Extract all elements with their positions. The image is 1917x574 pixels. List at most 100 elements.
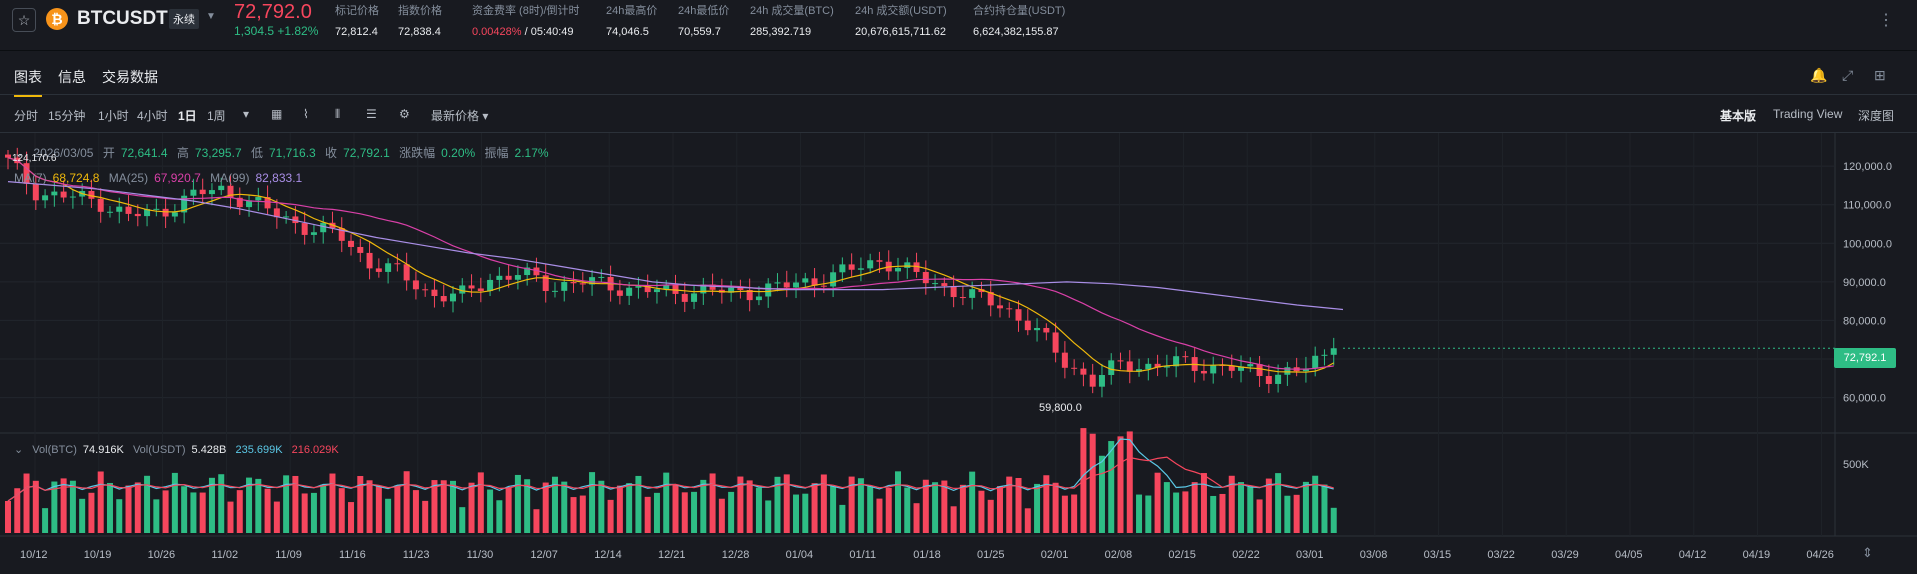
volume-bar xyxy=(1098,455,1105,533)
volume-bar xyxy=(190,492,197,533)
candle-body xyxy=(1034,327,1041,331)
candle-body xyxy=(551,290,558,292)
stat-24h-low: 24h最低价 70,559.7 xyxy=(678,5,730,38)
candle-body xyxy=(1052,332,1059,353)
volume-bar xyxy=(589,472,596,533)
volume-bar xyxy=(542,482,549,533)
calendar-icon[interactable]: ▦ xyxy=(271,107,283,121)
volume-bar xyxy=(1228,475,1235,533)
candle-body xyxy=(1265,376,1272,384)
candle-body xyxy=(681,293,688,302)
favorite-star-icon[interactable]: ☆ xyxy=(12,8,36,32)
ma99-line xyxy=(7,181,1344,311)
volume-bar xyxy=(357,476,364,533)
interval-1h[interactable]: 1小时 xyxy=(98,109,129,123)
volume-bar xyxy=(876,498,883,533)
x-tick-label: 11/02 xyxy=(211,549,238,561)
interval-15m[interactable]: 15分钟 xyxy=(48,109,86,123)
candle-body xyxy=(69,196,76,198)
candle-body xyxy=(959,297,966,299)
x-tick-label: 03/08 xyxy=(1360,549,1388,561)
low-marker-label: 59,800.0 xyxy=(1039,402,1082,414)
volume-bar xyxy=(348,502,355,533)
volume-bar xyxy=(1265,478,1272,533)
axis-settings-icon[interactable]: ⇕ xyxy=(1862,545,1873,560)
volume-bar xyxy=(468,482,475,533)
candle-body xyxy=(1071,367,1078,369)
candle-body xyxy=(1117,360,1124,362)
interval-dropdown-icon[interactable]: ▾ xyxy=(243,107,250,121)
candle-body xyxy=(51,191,58,196)
volume-bar xyxy=(246,477,253,533)
price-change: 1,304.5 +1.82% xyxy=(234,24,319,38)
interval-4h[interactable]: 4小时 xyxy=(137,109,168,123)
volume-bar xyxy=(1154,472,1161,533)
volume-bar xyxy=(431,480,438,533)
tab-trading-data[interactable]: 交易数据 xyxy=(102,69,158,85)
interval-1d[interactable]: 1日 xyxy=(178,109,197,123)
y-tick-label: 80,000.0 xyxy=(1843,315,1886,327)
candle-body xyxy=(922,271,929,284)
volume-bar xyxy=(1126,431,1133,533)
candle-body xyxy=(1080,368,1087,375)
candle-body xyxy=(301,223,308,235)
volume-bar xyxy=(1089,433,1096,533)
volume-bar xyxy=(134,482,141,533)
volume-bar xyxy=(839,504,846,533)
candle-body xyxy=(23,163,30,184)
volume-bar xyxy=(598,480,605,533)
stat-mark-price: 标记价格 72,812.4 xyxy=(335,5,379,38)
candle-body xyxy=(487,279,494,292)
settings-sliders-icon[interactable]: ☰ xyxy=(366,107,377,121)
view-basic[interactable]: 基本版 xyxy=(1720,109,1757,123)
volume-bar xyxy=(329,473,336,533)
candle-body xyxy=(246,200,253,208)
symbol-name[interactable]: BTCUSDT xyxy=(77,8,168,29)
volume-bar xyxy=(681,492,688,533)
chart-type-icon[interactable]: ⫴ xyxy=(335,107,341,121)
interval-tick[interactable]: 分时 xyxy=(14,109,39,123)
x-tick-label: 11/23 xyxy=(403,549,430,561)
volume-bar xyxy=(857,478,864,533)
candlestick-chart[interactable]: 120,000.0 110,000.0 100,000.0 90,000.0 80,00… xyxy=(0,133,1917,574)
volume-bar xyxy=(1052,482,1059,533)
menu-icon[interactable]: ⋮ xyxy=(1878,12,1894,29)
candle-body xyxy=(691,293,698,302)
layout-grid-icon[interactable]: ⊞ xyxy=(1874,67,1886,83)
chevron-down-icon[interactable]: ▼ xyxy=(206,11,216,22)
view-tradingview[interactable]: Trading View xyxy=(1773,107,1843,121)
volume-bar xyxy=(1321,484,1328,533)
x-tick-label: 12/28 xyxy=(722,549,750,561)
candle-body xyxy=(459,285,466,294)
candle-body xyxy=(199,189,206,195)
candle-body xyxy=(857,268,864,270)
x-tick-label: 11/30 xyxy=(467,549,494,561)
volume-bar xyxy=(1330,507,1337,533)
volume-bar xyxy=(1173,492,1180,533)
candle-body xyxy=(1108,360,1115,376)
candle-body xyxy=(366,252,373,269)
candle-body xyxy=(320,222,327,233)
interval-1w[interactable]: 1周 xyxy=(207,109,226,123)
candle-body xyxy=(533,267,540,276)
y-tick-label: 120,000.0 xyxy=(1843,161,1892,173)
candle-body xyxy=(357,246,364,253)
volume-bar xyxy=(51,481,58,533)
x-tick-label: 10/12 xyxy=(20,549,48,561)
volume-bar xyxy=(366,480,373,533)
candle-body xyxy=(1043,327,1050,333)
candle-body xyxy=(348,240,355,247)
view-depth[interactable]: 深度图 xyxy=(1858,109,1895,123)
candle-body xyxy=(292,216,299,224)
tab-chart[interactable]: 图表 xyxy=(14,67,42,97)
chart-tabs: 图表 信息 交易数据 🔔 ⤢ ⊞ xyxy=(0,52,1917,97)
indicator-icon[interactable]: ⌇ xyxy=(303,107,309,121)
expand-icon[interactable]: ⤢ xyxy=(1842,67,1854,83)
candle-body xyxy=(1154,363,1161,368)
candle-body xyxy=(5,154,11,158)
gear-icon[interactable]: ⚙ xyxy=(399,107,410,121)
volume-bar xyxy=(385,498,392,533)
price-type-select[interactable]: 最新价格 ▾ xyxy=(431,109,489,123)
bell-icon[interactable]: 🔔 xyxy=(1810,67,1828,83)
tab-info[interactable]: 信息 xyxy=(58,69,86,85)
